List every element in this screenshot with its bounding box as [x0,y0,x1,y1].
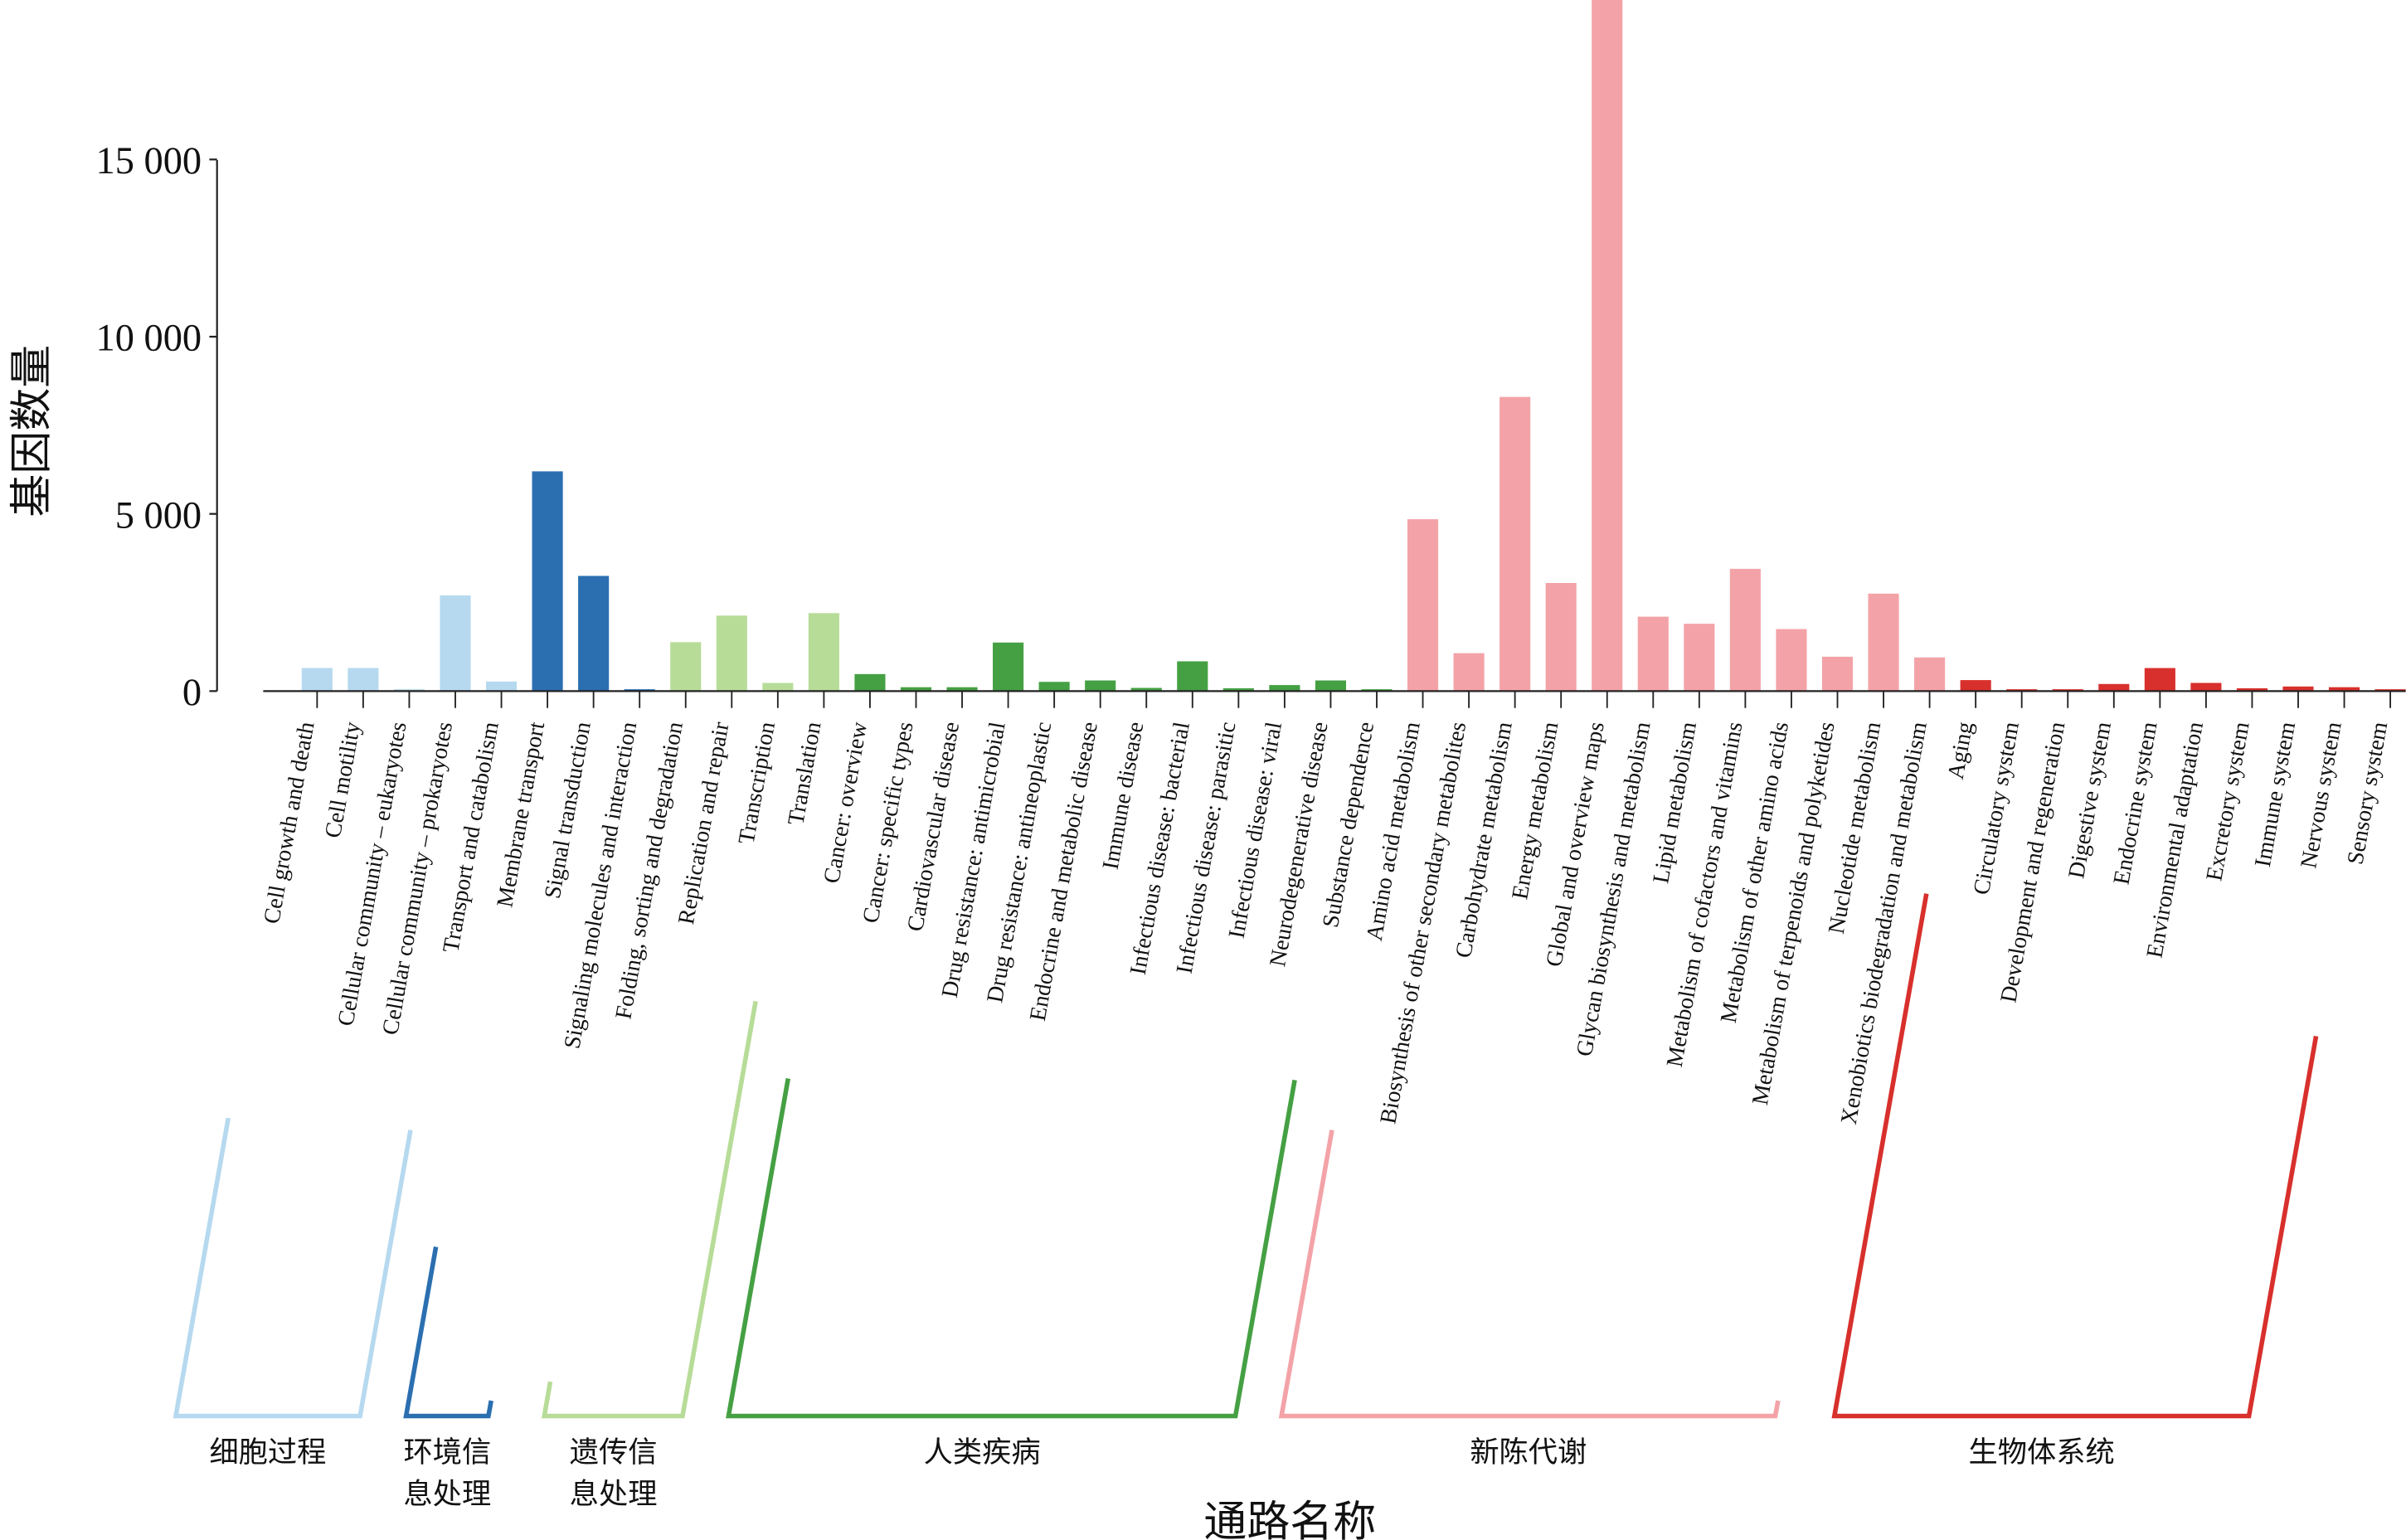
bar-21 [1222,687,1254,692]
category-label-6: Membrane transport [492,720,550,910]
bar-15 [946,687,978,692]
bar-7 [578,576,610,692]
group-label-line: 人类疾病 [924,1436,1041,1469]
bar-44 [2282,686,2314,692]
bar-10 [716,615,747,692]
bar-35 [1868,593,1899,692]
category-label-31: Lipid metabolism [1648,720,1702,886]
bar-34 [1821,656,1854,692]
group-bracket-3 [541,1000,758,1419]
y-axis-title: 基因数量 [9,345,56,517]
category-label-1: Cell growth and death [259,720,319,925]
group-label-4: 人类疾病 [924,1436,1041,1469]
bar-25 [1407,519,1439,692]
bar-23 [1315,680,1346,692]
group-label-line: 新陈代谢 [1470,1436,1587,1469]
bar-40 [2098,683,2130,692]
bar-43 [2236,687,2267,692]
bar-14 [900,687,932,692]
y-tick-label: 0 [182,672,202,714]
category-label-7: Signal transduction [540,720,596,901]
group-bracket-5 [1278,1129,1781,1419]
category-label-13: Cancer: overview [819,720,872,885]
x-axis-title: 通路名称 [1203,1499,1376,1540]
y-tick-label: 10 000 [96,318,202,360]
group-label-3: 遗传信息处理 [570,1436,658,1510]
category-label-2: Cell motility [320,720,366,840]
bar-28 [1545,582,1577,692]
bar-42 [2190,683,2222,692]
bar-41 [2144,668,2175,692]
category-label-45: Nervous system [2296,720,2347,871]
bar-1 [301,668,333,692]
category-label-41: Endocrine system [2109,720,2163,887]
group-label-line: 细胞过程 [209,1436,326,1469]
bar-5 [485,681,518,692]
group-label-line: 息处理 [403,1478,491,1510]
bar-32 [1729,568,1761,692]
group-label-1: 细胞过程 [209,1436,326,1469]
bar-26 [1453,653,1485,692]
bar-30 [1637,616,1669,692]
category-labels: Cell growth and death Cell motilityCellul… [259,719,2393,1126]
bar-4 [440,595,471,692]
group-label-line: 息处理 [570,1478,658,1510]
group-label-5: 新陈代谢 [1470,1436,1587,1469]
group-label-2: 环境信息处理 [403,1436,491,1510]
bar-2 [348,668,379,692]
group-label-6: 生物体系统 [1968,1436,2114,1469]
category-label-37: Aging [1943,720,1979,781]
bar-22 [1269,685,1300,692]
category-label-12: Translation [783,720,826,827]
bar-37 [1960,680,1991,692]
group-label-line: 生物体系统 [1968,1436,2114,1469]
bar-17 [1038,682,1070,692]
category-label-43: Excretory system [2201,720,2254,883]
y-tick-label: 5 000 [115,494,202,537]
bar-18 [1085,680,1116,692]
group-1: 细胞过程 [173,1117,413,1469]
category-label-38: Circulatory system [1969,720,2024,897]
bar-11 [762,683,794,692]
group-bracket-2 [403,1246,493,1419]
bar-36 [1914,657,1946,692]
group-2: 环境信息处理 [403,1246,493,1510]
group-3: 遗传信息处理 [541,1000,758,1510]
y-axis: 0 5 000 10 000 15 000 [96,140,218,714]
chart-root: 0 5 000 10 000 15 000 基因数量 Cell growth and de… [9,0,2406,1540]
y-tick-label: 15 000 [96,140,202,182]
bar-31 [1684,624,1715,692]
bar-16 [993,642,1024,692]
group-4: 人类疾病 [726,1078,1297,1469]
bar-12 [808,613,839,692]
category-label-28: Energy metabolism [1507,720,1563,901]
category-label-46: Sensory system [2343,720,2394,867]
group-5: 新陈代谢 [1278,1129,1781,1469]
bar-45 [2328,687,2360,692]
group-6: 生物体系统 [1831,893,2319,1469]
group-label-line: 遗传信 [570,1436,658,1469]
bar-33 [1776,629,1807,692]
category-label-44: Immune system [2250,720,2301,869]
bar-20 [1177,661,1208,692]
bars [301,0,2406,692]
bar-19 [1130,687,1162,692]
group-label-line: 环境信 [403,1436,491,1469]
group-bracket-6 [1831,893,2319,1419]
bar-13 [854,673,886,692]
group-bracket-1 [173,1117,413,1419]
category-label-40: Digestive system [2063,720,2117,881]
category-label-11: Transcription [734,720,780,846]
x-axis [263,690,2406,708]
bar-29 [1592,0,1623,692]
bar-27 [1499,396,1531,692]
bar-6 [532,471,563,692]
bar-9 [670,642,702,692]
group-bracket-4 [726,1078,1297,1419]
category-label-19: Immune disease [1098,720,1150,872]
